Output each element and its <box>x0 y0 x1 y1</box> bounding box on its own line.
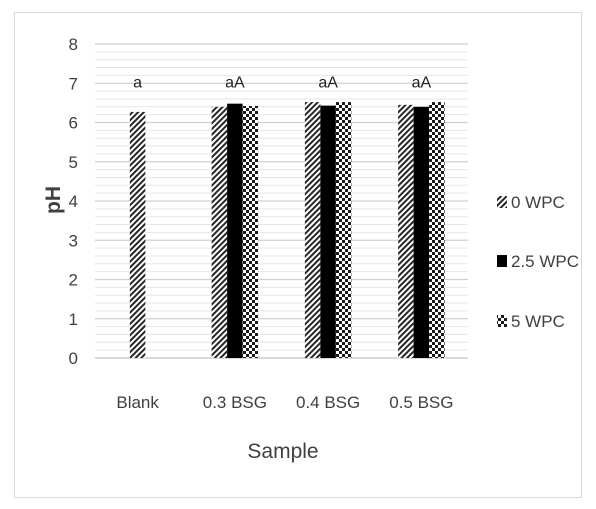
y-tick-label: 5 <box>69 153 78 172</box>
bars <box>129 102 445 359</box>
y-tick-label: 8 <box>69 35 78 54</box>
y-tick-label: 3 <box>69 231 78 250</box>
y-axis-title: pH <box>42 186 65 214</box>
bar-2.5-wpc-0.5-bsg <box>413 106 430 358</box>
chart-frame <box>14 12 582 498</box>
x-tick-label: 0.3 BSG <box>203 393 267 412</box>
legend-swatch <box>497 196 507 208</box>
significance-letter: aA <box>225 74 245 91</box>
bar-5-wpc-0.4-bsg <box>335 102 352 358</box>
legend: 0 WPC 2.5 WPC 5 WPC <box>497 193 579 331</box>
bar-2.5-wpc-0.3-bsg <box>227 103 243 358</box>
y-tick-label: 4 <box>69 192 78 211</box>
y-tick-label: 1 <box>69 310 78 329</box>
legend-swatch <box>497 315 507 327</box>
bar-0-wpc-0.4-bsg <box>304 102 321 358</box>
x-axis-title: Sample <box>247 440 318 463</box>
legend-label: 0 WPC <box>511 193 565 212</box>
bar-5-wpc-0.3-bsg <box>242 106 259 358</box>
bar-0-wpc-blank <box>129 111 146 358</box>
bar-0-wpc-0.3-bsg <box>211 106 228 358</box>
bar-2.5-wpc-0.4-bsg <box>320 105 336 358</box>
significance-annotations: a aA aA aA <box>133 74 431 91</box>
x-tick-label: 0.4 BSG <box>296 393 360 412</box>
legend-label: 2.5 WPC <box>511 252 579 271</box>
y-tick-label: 7 <box>69 74 78 93</box>
significance-letter: aA <box>318 74 338 91</box>
y-axis-ticks: 0 1 2 3 4 5 6 7 8 <box>69 35 78 368</box>
x-tick-label: 0.5 BSG <box>389 393 453 412</box>
bar-5-wpc-0.5-bsg <box>429 102 445 358</box>
x-tick-label: Blank <box>116 393 159 412</box>
x-axis-ticks: Blank 0.3 BSG 0.4 BSG 0.5 BSG <box>116 393 453 412</box>
significance-letter: a <box>133 74 142 91</box>
y-tick-label: 0 <box>69 349 78 368</box>
legend-swatch <box>497 255 507 267</box>
y-tick-label: 2 <box>69 271 78 290</box>
significance-letter: aA <box>412 74 432 91</box>
legend-label: 5 WPC <box>511 312 565 331</box>
bar-0-wpc-0.5-bsg <box>398 104 414 359</box>
y-tick-label: 6 <box>69 114 78 133</box>
